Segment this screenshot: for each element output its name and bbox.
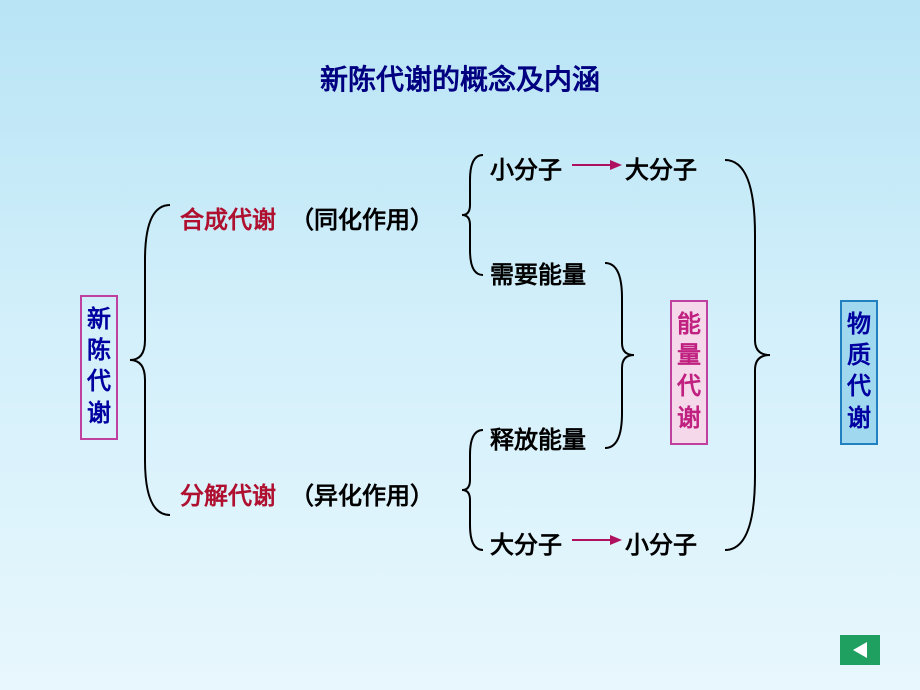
brace-branch1 [458,150,488,280]
prev-button[interactable] [840,635,880,665]
brace-energy [600,258,640,453]
leaf1a-to: 大分子 [625,150,697,185]
branch1-alt: （同化作用） [290,200,434,235]
brace-branch2 [458,425,488,555]
energy-box: 能量代谢 [670,300,708,445]
matter-box: 物质代谢 [840,300,878,445]
leaf1a-from: 小分子 [490,150,562,185]
arrow1-head [610,160,622,170]
arrow1 [572,164,612,166]
leaf2a: 释放能量 [490,420,586,455]
arrow2-head [610,535,622,545]
page-title: 新陈代谢的概念及内涵 [0,58,920,98]
arrow2 [572,539,612,541]
branch2-alt: （异化作用） [290,476,434,511]
leaf1b: 需要能量 [490,255,586,290]
leaf2b-to: 小分子 [625,525,697,560]
leaf2b-from: 大分子 [490,525,562,560]
brace-matter [720,155,780,555]
branch2-name: 分解代谢 [180,476,276,511]
branch1-name: 合成代谢 [180,200,276,235]
brace-root [125,200,175,520]
root-box: 新陈代谢 [80,295,118,440]
